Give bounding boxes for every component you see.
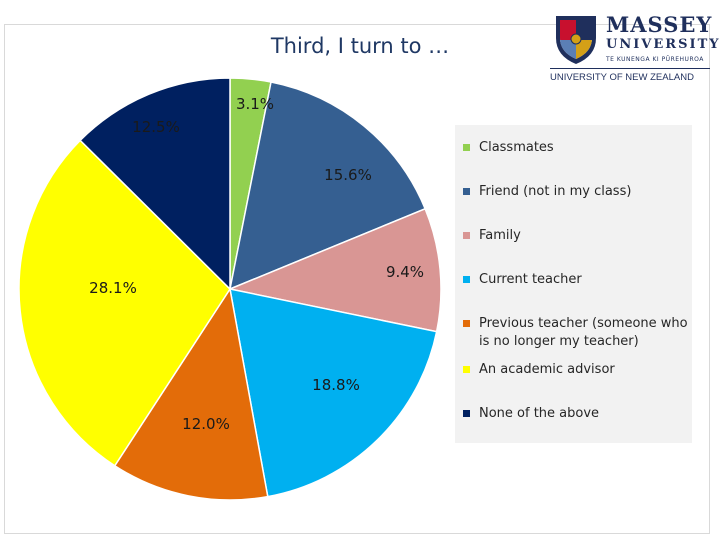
pie-slice-6 <box>18 139 231 467</box>
legend-swatch-5 <box>463 320 470 327</box>
logo-name: MASSEY <box>606 12 713 37</box>
pie-slice-5 <box>113 287 269 501</box>
slice-label-4: 18.8% <box>312 376 360 394</box>
pie-slice-2 <box>228 81 427 291</box>
legend-label-6: An academic advisor <box>479 362 615 377</box>
legend-item-1: Classmates <box>463 139 688 157</box>
slice-label-7: 12.5% <box>132 118 180 136</box>
chart-legend: Classmates Friend (not in my class) Family… <box>455 125 692 443</box>
slide-frame <box>4 24 710 534</box>
legend-item-4: Current teacher <box>463 271 688 289</box>
slice-label-2: 15.6% <box>324 166 372 184</box>
legend-label-3: Family <box>479 228 521 243</box>
logo-tagline: UNIVERSITY OF NEW ZEALAND <box>550 72 694 83</box>
legend-item-7: None of the above <box>463 405 688 423</box>
slide-title: Third, I turn to … <box>270 34 450 58</box>
slice-label-1: 3.1% <box>236 95 274 113</box>
pie-slice-4 <box>229 288 438 498</box>
slice-label-3: 9.4% <box>386 263 424 281</box>
legend-label-7: None of the above <box>479 406 600 421</box>
university-crest-icon <box>556 16 596 64</box>
legend-label-2: Friend (not in my class) <box>479 184 632 199</box>
legend-swatch-2 <box>463 188 470 195</box>
legend-swatch-6 <box>463 366 470 373</box>
pie-slice-7 <box>79 77 231 291</box>
slice-label-5: 12.0% <box>182 415 230 433</box>
legend-label-5: Previous teacher (someone who is no long… <box>479 316 688 349</box>
legend-label-4: Current teacher <box>479 272 582 287</box>
legend-swatch-7 <box>463 410 470 417</box>
legend-item-5: Previous teacher (someone who is no long… <box>463 315 688 351</box>
legend-label-1: Classmates <box>479 140 554 155</box>
legend-item-2: Friend (not in my class) <box>463 183 688 201</box>
legend-swatch-3 <box>463 232 470 239</box>
legend-item-3: Family <box>463 227 688 245</box>
logo-maori-name: TE KUNENGA KI PŪREHUROA <box>606 56 704 63</box>
massey-logo: MASSEY UNIVERSITY TE KUNENGA KI PŪREHURO… <box>548 8 719 86</box>
legend-swatch-1 <box>463 144 470 151</box>
logo-rule <box>550 68 710 69</box>
slice-label-6: 28.1% <box>89 279 137 297</box>
pie-slice-3 <box>227 207 442 333</box>
logo-name-2: UNIVERSITY <box>606 37 720 52</box>
legend-swatch-4 <box>463 276 470 283</box>
legend-item-6: An academic advisor <box>463 361 688 379</box>
